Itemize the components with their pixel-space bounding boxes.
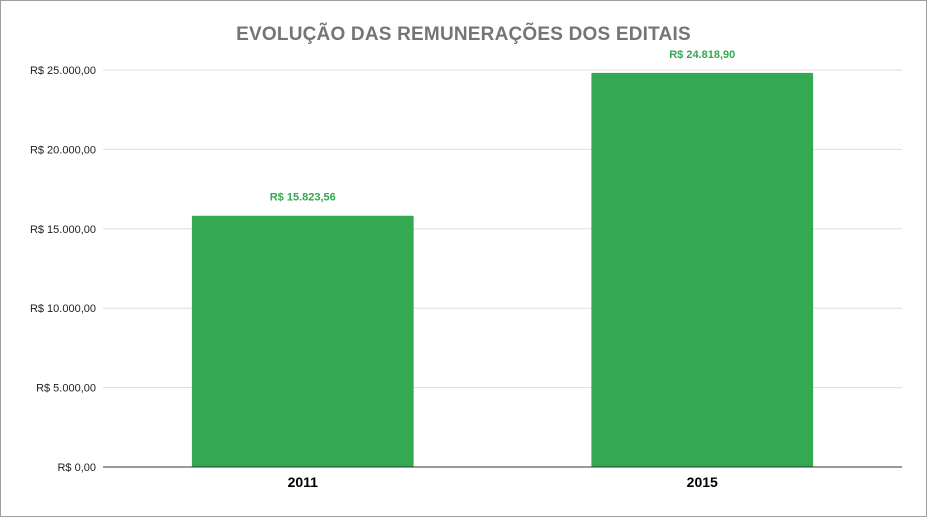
- y-tick-label: R$ 5.000,00: [36, 383, 96, 395]
- x-axis-categories: 2011 2015: [288, 474, 718, 490]
- y-tick-label: R$ 0,00: [57, 462, 96, 474]
- bar-2011: [191, 215, 414, 467]
- data-label-2011: R$ 15.823,56: [270, 192, 336, 204]
- x-category-label: 2015: [687, 474, 718, 490]
- bars: [191, 72, 814, 468]
- y-tick-label: R$ 25.000,00: [30, 65, 96, 77]
- data-label-2015: R$ 24.818,90: [669, 49, 735, 61]
- y-tick-label: R$ 20.000,00: [30, 144, 96, 156]
- bar-2015: [591, 72, 814, 468]
- y-tick-label: R$ 15.000,00: [30, 224, 96, 236]
- chart-title: EVOLUÇÃO DAS REMUNERAÇÕES DOS EDITAIS: [236, 24, 691, 45]
- y-axis-ticks: R$ 0,00 R$ 5.000,00 R$ 10.000,00 R$ 15.000,…: [30, 65, 96, 474]
- y-tick-label: R$ 10.000,00: [30, 303, 96, 315]
- data-labels: R$ 15.823,56 R$ 24.818,90: [270, 49, 736, 204]
- x-category-label: 2011: [288, 474, 319, 490]
